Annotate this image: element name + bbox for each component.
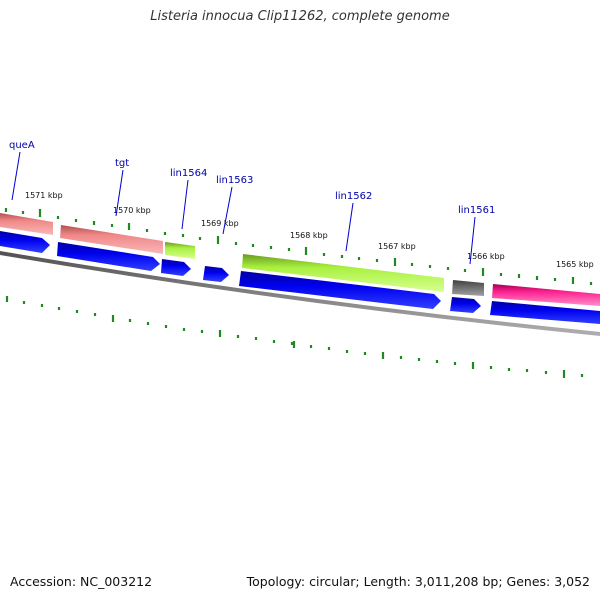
gene-label-queA: queA — [9, 140, 35, 151]
genome-backbone — [0, 251, 600, 336]
cds-arrow-right — [490, 301, 600, 324]
genome-summary-text: Topology: circular; Length: 3,011,208 bp… — [246, 574, 590, 589]
kbp-label-1565: 1565 kbp — [556, 260, 594, 269]
cds-arrow-tgt — [57, 242, 160, 271]
inner-tick-ring — [5, 296, 584, 378]
feature-lin1564 — [165, 242, 195, 259]
feature-queA — [0, 213, 53, 235]
cds-arrow-lin1562 — [239, 271, 441, 309]
feature-right — [492, 284, 600, 306]
feature-lin1561 — [452, 280, 484, 296]
map-title: Listeria innocua Clip11262, complete gen… — [150, 9, 450, 24]
outer-tick-ring — [4, 208, 593, 285]
gene-label-lin1561: lin1561 — [458, 205, 495, 216]
kbp-label-1568: 1568 kbp — [290, 231, 328, 240]
cds-arrow-lin1563 — [203, 266, 229, 282]
accession-text: Accession: NC_003212 — [10, 574, 153, 589]
gene-label-lin1562: lin1562 — [335, 191, 372, 202]
gene-label-tgt: tgt — [115, 158, 129, 169]
kbp-label-1569: 1569 kbp — [201, 219, 239, 228]
feature-tgt — [60, 225, 163, 254]
feature-lin1562 — [242, 254, 444, 292]
cds-arrow-lin1564 — [161, 259, 191, 276]
gene-label-lin1564: lin1564 — [170, 168, 207, 179]
cds-arrow-queA — [0, 231, 50, 253]
gene-label-lin1563: lin1563 — [216, 175, 253, 186]
kbp-label-1570: 1570 kbp — [113, 206, 151, 215]
gene-leader-lines — [11, 151, 476, 265]
kbp-label-1566: 1566 kbp — [467, 252, 505, 261]
cds-arrow-lin1561 — [450, 297, 481, 313]
kbp-label-1567: 1567 kbp — [378, 242, 416, 251]
kbp-label-1571: 1571 kbp — [25, 191, 63, 200]
